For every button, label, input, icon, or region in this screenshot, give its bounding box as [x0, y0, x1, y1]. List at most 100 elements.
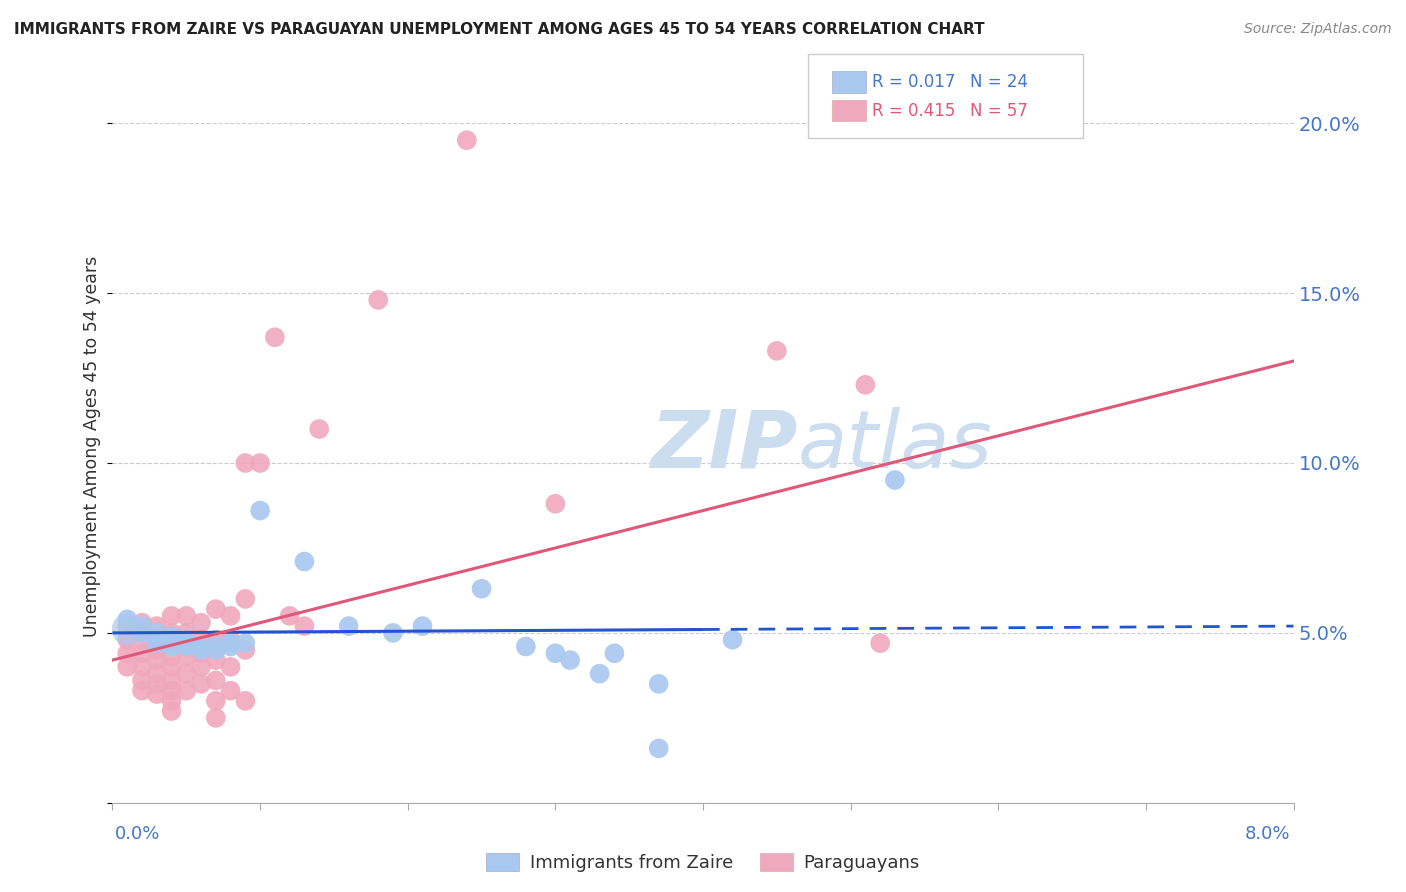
Point	[337, 619, 360, 633]
Point	[869, 636, 891, 650]
Point	[219, 640, 242, 654]
Point	[205, 643, 228, 657]
Point	[292, 555, 315, 569]
Point	[117, 646, 138, 660]
Point	[190, 640, 212, 654]
Point	[160, 683, 183, 698]
Point	[160, 640, 183, 654]
Text: N = 24: N = 24	[970, 73, 1028, 91]
Text: N = 57: N = 57	[970, 102, 1028, 120]
Point	[146, 643, 169, 657]
Point	[131, 683, 153, 698]
Point	[603, 646, 626, 660]
Point	[233, 636, 256, 650]
Text: R = 0.415: R = 0.415	[872, 102, 955, 120]
Point	[367, 293, 389, 307]
Point	[174, 640, 197, 654]
Point	[146, 632, 169, 647]
Point	[471, 582, 494, 596]
Point	[190, 646, 212, 660]
Point	[588, 666, 610, 681]
Point	[544, 646, 567, 660]
Point	[205, 673, 228, 688]
Point	[174, 632, 197, 647]
Point	[174, 666, 197, 681]
Point	[456, 133, 478, 147]
Point	[160, 626, 183, 640]
Point	[174, 640, 197, 654]
Point	[190, 677, 212, 691]
Text: Source: ZipAtlas.com: Source: ZipAtlas.com	[1244, 22, 1392, 37]
Point	[292, 619, 315, 633]
Point	[278, 608, 301, 623]
Point	[117, 623, 138, 637]
Point	[131, 660, 153, 674]
Text: 8.0%: 8.0%	[1246, 825, 1291, 843]
Point	[765, 343, 787, 358]
Point	[382, 626, 405, 640]
Point	[219, 683, 242, 698]
Point	[853, 377, 877, 392]
Point	[174, 626, 197, 640]
Point	[131, 646, 153, 660]
Point	[160, 629, 183, 643]
Text: 0.0%: 0.0%	[115, 825, 160, 843]
Point	[233, 456, 256, 470]
Point	[146, 632, 169, 647]
Point	[131, 673, 153, 688]
Point	[160, 608, 183, 623]
Point	[205, 694, 228, 708]
Point	[233, 643, 256, 657]
Point	[884, 473, 907, 487]
Y-axis label: Unemployment Among Ages 45 to 54 years: Unemployment Among Ages 45 to 54 years	[83, 255, 101, 637]
Point	[131, 626, 153, 640]
Point	[131, 619, 153, 633]
Text: atlas: atlas	[797, 407, 993, 485]
Point	[174, 608, 197, 623]
Point	[544, 497, 567, 511]
Point	[721, 632, 744, 647]
Point	[117, 660, 138, 674]
Point	[146, 687, 169, 701]
Point	[647, 677, 671, 691]
Point	[205, 602, 228, 616]
Point	[131, 615, 153, 630]
Point	[160, 660, 183, 674]
Point	[117, 612, 138, 626]
Legend: Immigrants from Zaire, Paraguayans: Immigrants from Zaire, Paraguayans	[479, 846, 927, 880]
Point	[249, 503, 271, 517]
Point	[190, 632, 212, 647]
Point	[219, 660, 242, 674]
Point	[219, 608, 242, 623]
Point	[131, 632, 153, 647]
Point	[160, 636, 183, 650]
Point	[160, 649, 183, 664]
Point	[249, 456, 271, 470]
Text: ZIP: ZIP	[650, 407, 797, 485]
Point	[412, 619, 434, 633]
Point	[205, 640, 228, 654]
Point	[174, 683, 197, 698]
Point	[219, 636, 242, 650]
Point	[233, 591, 256, 606]
Point	[515, 640, 537, 654]
Point	[146, 619, 169, 633]
Point	[219, 632, 242, 647]
Point	[160, 673, 183, 688]
Point	[174, 649, 197, 664]
Text: IMMIGRANTS FROM ZAIRE VS PARAGUAYAN UNEMPLOYMENT AMONG AGES 45 TO 54 YEARS CORRE: IMMIGRANTS FROM ZAIRE VS PARAGUAYAN UNEM…	[14, 22, 984, 37]
Text: R = 0.017: R = 0.017	[872, 73, 955, 91]
Point	[190, 615, 212, 630]
Point	[160, 704, 183, 718]
Point	[233, 694, 256, 708]
Point	[647, 741, 671, 756]
Point	[205, 632, 228, 647]
Point	[308, 422, 330, 436]
Point	[160, 694, 183, 708]
Point	[146, 677, 169, 691]
Point	[205, 711, 228, 725]
Point	[146, 626, 169, 640]
Point	[146, 653, 169, 667]
Point	[160, 636, 183, 650]
Point	[174, 636, 197, 650]
